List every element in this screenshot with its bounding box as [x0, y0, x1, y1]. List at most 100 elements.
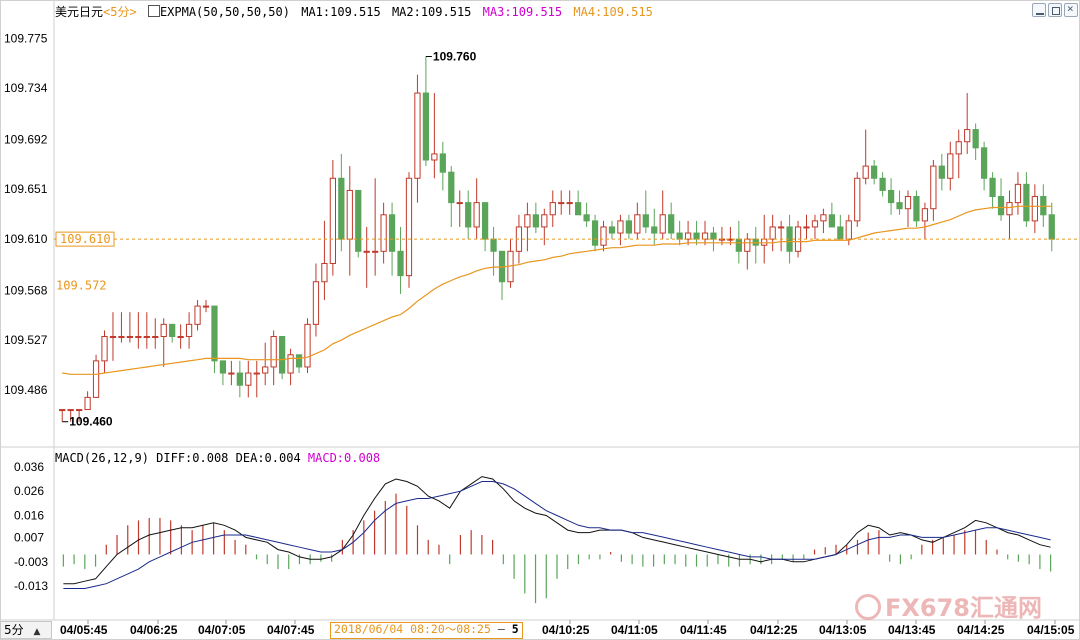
candle-body	[676, 232, 683, 240]
price-tick-label: 109.568	[4, 283, 48, 297]
price-tick-label: 109.651	[4, 182, 48, 196]
price-tick-label: 109.775	[4, 31, 48, 45]
price-tick-label: 109.692	[4, 132, 48, 146]
candle-body	[820, 214, 827, 222]
candle-body	[372, 250, 379, 253]
candle-body	[439, 153, 446, 173]
candle-body	[989, 177, 996, 198]
candle-body	[879, 177, 886, 191]
candle-body	[617, 220, 624, 234]
price-tick-label: 109.610	[4, 232, 48, 246]
candle-body	[693, 232, 700, 240]
candle-body	[262, 366, 269, 374]
candle-body	[1023, 183, 1030, 222]
period-button[interactable]: 5分 ▲	[0, 621, 52, 639]
candle-body	[338, 177, 345, 240]
candle-body	[388, 214, 396, 252]
candle-body	[270, 336, 277, 368]
ma3-label: MA3:109.515	[482, 5, 563, 19]
candle-body	[211, 305, 218, 362]
candle-body	[312, 281, 320, 325]
close-icon[interactable]: ×	[1064, 2, 1078, 17]
candle-body	[219, 360, 227, 374]
dea-line	[63, 481, 1051, 589]
watermark: FX678汇通网	[855, 588, 1042, 623]
chevron-up-icon: ▲	[33, 627, 41, 637]
macd-tick-label: 0.026	[14, 484, 44, 498]
candle-body	[194, 305, 201, 325]
candle-body	[947, 153, 954, 179]
candle-body	[608, 226, 616, 234]
symbol-label: 美元日元	[55, 5, 104, 19]
candle-body	[473, 202, 480, 228]
candle-body	[549, 202, 556, 216]
ma-line	[62, 205, 1052, 375]
last-price-box	[55, 231, 115, 247]
candle-body	[845, 220, 852, 240]
ma4-label: MA4:109.515	[573, 5, 653, 19]
low-price-label: 109.460	[69, 415, 113, 429]
x-tick-label: 04/10:25	[542, 623, 590, 637]
candle-body	[938, 165, 945, 179]
macd-tick-label: 0.036	[14, 460, 44, 474]
candle-body	[769, 226, 776, 240]
macd-tick-label: 0.007	[14, 530, 44, 544]
macd-value-label: MACD:0.008	[307, 451, 381, 465]
chart-header: 美元日元<5分> EXPMA(50,50,50,50) MA1:109.515 …	[55, 3, 653, 20]
ma2-label: MA2:109.515	[391, 5, 472, 19]
candle-body	[448, 171, 455, 204]
candle-body	[887, 189, 895, 204]
candle-body	[1031, 196, 1038, 222]
period-label[interactable]: <5分>	[103, 5, 137, 19]
candle-body	[1040, 196, 1047, 216]
compare-icon[interactable]	[147, 5, 160, 17]
candle-body	[701, 232, 709, 240]
candle-body	[659, 214, 666, 234]
candle-body	[837, 226, 844, 240]
price-tick-label: 109.486	[4, 383, 48, 397]
candle-body	[380, 214, 387, 252]
x-tick-label: 04/11:45	[680, 623, 727, 637]
candle-body	[871, 165, 878, 179]
candle-body	[997, 196, 1005, 216]
candle-body	[921, 208, 929, 222]
candle-body	[329, 177, 336, 264]
minimize-icon[interactable]	[1032, 3, 1046, 17]
candle-body	[304, 323, 311, 368]
macd-histogram-group	[62, 493, 1052, 604]
candle-body	[583, 214, 590, 222]
x-tick-label: 04/11:05	[611, 623, 658, 637]
candle-body	[76, 409, 83, 412]
candle-body	[980, 147, 988, 179]
candle-body	[321, 262, 328, 283]
candle-body	[600, 226, 607, 246]
macd-header: MACD(26,12,9) DIFF:0.008 DEA:0.004 MACD:…	[55, 451, 380, 465]
candle-body	[761, 238, 768, 246]
candle-body	[634, 214, 641, 234]
restore-icon[interactable]	[1048, 3, 1062, 17]
candle-body	[456, 202, 463, 205]
price-tick-label: 109.734	[4, 81, 48, 95]
macd-tick-label: -0.003	[14, 555, 48, 569]
candle-body	[896, 202, 903, 210]
candle-body	[684, 232, 692, 240]
candle-body	[152, 336, 159, 339]
candle-body	[524, 214, 531, 228]
candle-body	[363, 250, 370, 253]
candle-body	[481, 202, 489, 240]
macd-dea-label: DEA:0.004	[235, 451, 301, 465]
candle-body	[930, 165, 937, 210]
x-tick-label: 04/15:05	[1027, 623, 1075, 637]
candle-body	[177, 336, 184, 339]
candle-body	[346, 189, 353, 240]
candle-body	[913, 196, 920, 222]
candle-body	[422, 92, 430, 161]
x-tick-label: 04/13:05	[819, 623, 867, 637]
candle-body	[118, 336, 125, 339]
x-tick-label: 04/13:45	[888, 623, 936, 637]
candle-body	[279, 336, 286, 374]
candle-body	[1014, 183, 1022, 204]
candle-body	[59, 409, 66, 412]
candle-body	[625, 220, 633, 234]
